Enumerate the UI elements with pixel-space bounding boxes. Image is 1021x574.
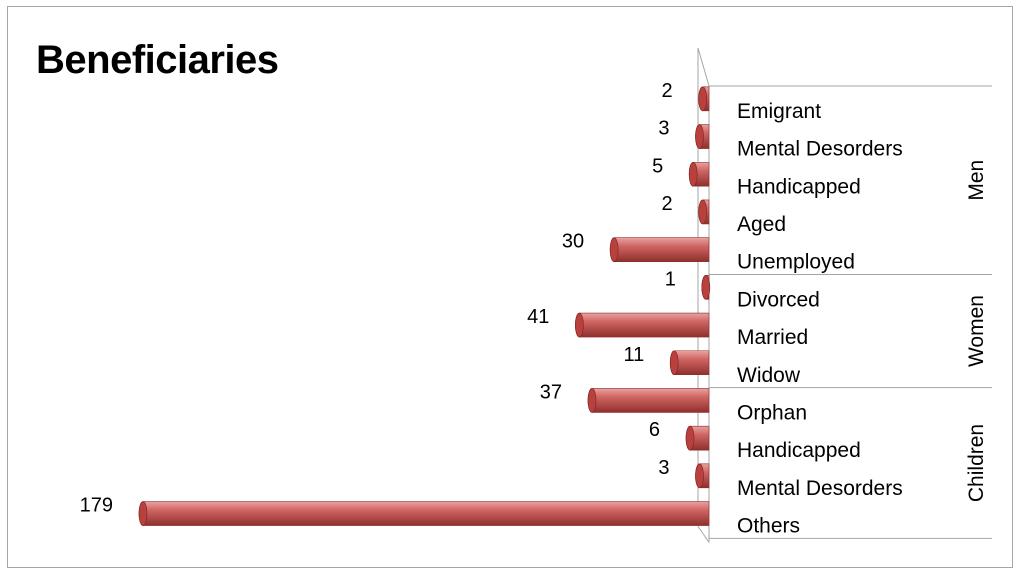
bar-7 — [575, 312, 710, 338]
bar-1 — [698, 86, 710, 112]
value-label: 3 — [658, 118, 669, 140]
category-label: Orphan — [737, 401, 807, 424]
bar-body — [587, 388, 710, 413]
bar-body — [609, 237, 710, 262]
value-label: 37 — [540, 381, 562, 403]
bar-10 — [685, 425, 710, 451]
bar-5 — [609, 237, 710, 262]
labels-layer: Men Women Children 2 Emigrant 3 Mental Desorde… — [80, 80, 988, 538]
value-label: 2 — [662, 193, 673, 215]
category-label: Married — [737, 326, 808, 349]
value-label: 2 — [662, 80, 673, 102]
value-label: 6 — [649, 419, 660, 441]
value-label: 5 — [652, 155, 663, 177]
bars-layer — [138, 86, 711, 526]
bar-cap — [701, 275, 711, 300]
bar-cap — [138, 501, 148, 526]
category-label: Emigrant — [737, 100, 821, 123]
chart-frame — [7, 6, 1013, 568]
group-label-women: Women — [965, 295, 988, 367]
bar-cap — [698, 199, 707, 225]
category-label: Others — [737, 515, 800, 538]
bar-body — [138, 501, 710, 526]
chart-title: Beneficiaries — [36, 38, 279, 82]
category-label: Unemployed — [737, 251, 855, 274]
bar-cap — [695, 124, 704, 149]
group-label-children: Children — [965, 424, 988, 502]
value-label: 11 — [623, 344, 644, 366]
depth-line-bottom — [697, 526, 710, 543]
category-label: Mental Desorders — [737, 138, 903, 161]
category-label: Handicapped — [737, 439, 861, 462]
category-label: Mental Desorders — [737, 477, 903, 500]
bar-cap — [685, 425, 695, 451]
bar-8 — [669, 350, 710, 376]
value-label: 30 — [562, 231, 584, 253]
depth-line-top — [697, 47, 710, 87]
category-label: Divorced — [737, 288, 820, 311]
bar-body — [575, 312, 710, 338]
bar-12 — [138, 501, 710, 526]
bar-3 — [688, 161, 710, 187]
value-label: 179 — [80, 495, 113, 517]
bar-cap — [587, 388, 597, 413]
value-label: 1 — [665, 268, 676, 290]
bar-6 — [701, 275, 711, 300]
bar-cap — [695, 463, 704, 489]
bar-cap — [609, 237, 619, 262]
value-label: 41 — [527, 306, 549, 328]
bar-2 — [695, 124, 710, 149]
category-label: Aged — [737, 213, 786, 236]
bar-9 — [587, 388, 710, 413]
bar-cap — [698, 86, 707, 112]
category-label: Widow — [737, 364, 801, 387]
value-label: 3 — [658, 457, 669, 479]
group-label-men: Men — [965, 160, 988, 201]
bar-cap — [688, 161, 698, 187]
category-label: Handicapped — [737, 175, 861, 198]
bar-11 — [695, 463, 710, 489]
bar-4 — [698, 199, 710, 225]
bar-cap — [575, 312, 584, 338]
bar-cap — [669, 350, 679, 376]
